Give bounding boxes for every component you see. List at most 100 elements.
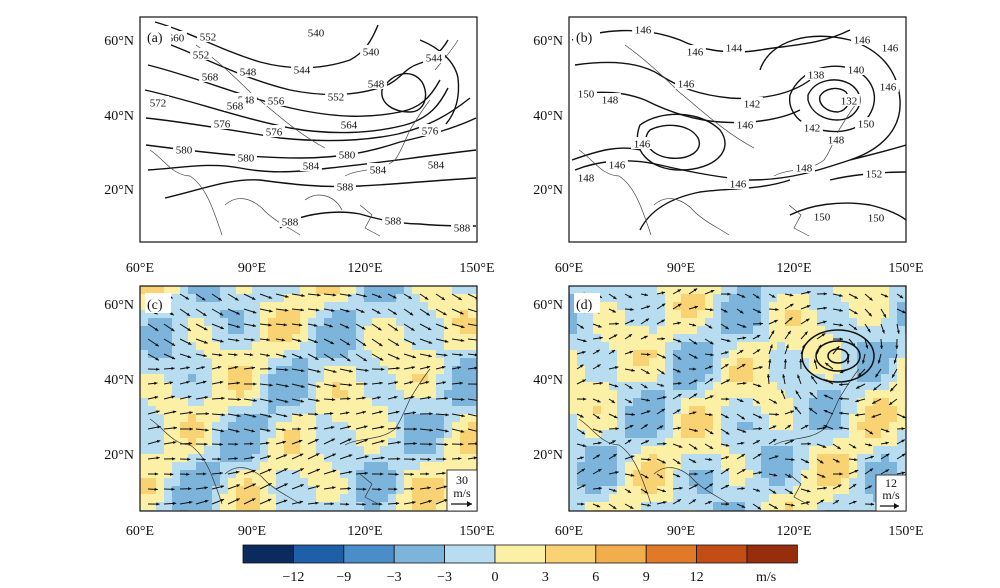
- wind-vector-head: [678, 381, 682, 386]
- wind-vector-head: [773, 473, 778, 477]
- wind-vector-head: [581, 468, 585, 472]
- wind-vector-head: [582, 444, 587, 448]
- panel-a-label: (a): [147, 31, 163, 46]
- wind-vector-head: [596, 504, 601, 508]
- contour-label-bg: [855, 117, 877, 129]
- wind-vector-head: [901, 471, 906, 475]
- wind-vector-head: [250, 442, 254, 446]
- wind-vector-head: [252, 324, 257, 328]
- wind-vector-head: [461, 414, 465, 418]
- wind-vector-head: [284, 483, 288, 487]
- wind-vector-head: [425, 380, 430, 385]
- wind-vector-head: [677, 369, 681, 373]
- contour-label-bg: [425, 158, 447, 170]
- wind-vector-head: [799, 359, 803, 363]
- wind-vector-head: [412, 411, 417, 415]
- wind-vector-head: [881, 329, 885, 334]
- colorbar-tick-label: 9: [643, 570, 650, 585]
- wind-vector-head: [251, 338, 255, 342]
- wind-vector-head: [345, 411, 350, 415]
- contour-label-bg: [599, 93, 621, 105]
- wind-vector-head: [187, 395, 192, 399]
- wind-vector-head: [694, 428, 698, 432]
- contour-label-bg: [825, 133, 847, 145]
- wind-vector-head: [283, 414, 288, 418]
- contour-label-bg: [325, 90, 347, 102]
- lat-tick: 40°N: [104, 373, 134, 388]
- wind-vector-head: [376, 310, 381, 314]
- contour-label: 588: [454, 223, 471, 235]
- wind-vector-head: [315, 308, 320, 312]
- wind-vector-head: [251, 498, 256, 502]
- wind-vector-head: [853, 326, 858, 330]
- wind-vector-head: [597, 364, 601, 368]
- wind-vector-head: [629, 350, 633, 354]
- wind-vector-head: [774, 319, 778, 323]
- colorbar-swatch: [645, 544, 698, 564]
- wind-vector-head: [424, 296, 429, 300]
- lon-tick: 120°E: [776, 524, 811, 539]
- wind-vector-head: [171, 457, 176, 461]
- wind-vector-head: [173, 426, 177, 430]
- wind-vector-head: [782, 374, 786, 378]
- wind-vector: [467, 338, 477, 341]
- tick-labels: 60°E 90°E 120°E 150°E 60°N 40°N 20°N 60°…: [104, 34, 923, 539]
- wind-vector-head: [154, 395, 159, 399]
- wind-vector-head: [282, 428, 286, 432]
- wind-vector-head: [839, 337, 843, 341]
- wind-vector-head: [252, 469, 256, 473]
- contour-label: 544: [426, 53, 443, 65]
- wind-vector-head: [188, 487, 192, 491]
- wind-vector-head: [693, 341, 698, 345]
- wind-vector-head: [630, 455, 635, 459]
- wind-vector-head: [726, 379, 730, 383]
- wind-vector-head: [628, 385, 633, 389]
- wind-vector-head: [661, 371, 665, 375]
- wind-vector-head: [888, 401, 893, 405]
- wind-vector-head: [756, 349, 761, 353]
- wind-vector-head: [299, 453, 304, 457]
- wind-vector-head: [283, 454, 288, 458]
- wind-vector-head: [823, 292, 827, 296]
- wind-vector-head: [202, 457, 206, 461]
- wind-vector-head: [875, 373, 879, 378]
- panel-c-reference-vector: 30 m/s: [446, 469, 478, 512]
- wind-vector-head: [284, 368, 289, 372]
- contour-label: 548: [368, 79, 385, 91]
- wind-vector-head: [443, 485, 448, 489]
- wind-vector-head: [218, 353, 223, 357]
- wind-vector-head: [477, 399, 480, 402]
- wind-vector-head: [663, 442, 667, 446]
- contour-label-bg: [334, 180, 356, 192]
- wind-vector-head: [789, 317, 793, 321]
- lon-tick: 150°E: [888, 524, 923, 539]
- wind-vector-head: [646, 398, 650, 402]
- wind-vector-head: [727, 292, 731, 296]
- wind-vector-head: [316, 485, 320, 489]
- panel-d-reference-vector: 12 m/s: [875, 474, 907, 512]
- wind-vector-head: [460, 429, 465, 433]
- contour-label-bg: [863, 167, 885, 179]
- wind-vector-head: [204, 486, 208, 490]
- wind-vector-head: [394, 381, 398, 385]
- wind-vector-head: [823, 320, 827, 324]
- contour-label-bg: [451, 221, 473, 233]
- contour-label: 140: [848, 65, 865, 77]
- contour-label: 560: [168, 33, 185, 45]
- contour-label-bg: [147, 96, 169, 108]
- panel-d-reference-arrowhead: [894, 503, 899, 509]
- wind-vector-head: [237, 414, 241, 418]
- colorbar-tick-label: −9: [336, 570, 351, 585]
- wind-vector-head: [298, 439, 303, 443]
- wind-vector-head: [265, 441, 270, 445]
- wind-vector-head: [313, 323, 318, 327]
- wind-vector-head: [299, 500, 304, 504]
- wind-vector-head: [300, 468, 304, 472]
- wind-vector-head: [331, 438, 335, 442]
- wind-vector-head: [395, 410, 400, 414]
- wind-vector-head: [710, 470, 714, 474]
- wind-vector-head: [823, 486, 827, 490]
- wind-vector-head: [425, 472, 430, 476]
- wind-vector-head: [380, 439, 385, 443]
- wind-vector-head: [172, 501, 177, 505]
